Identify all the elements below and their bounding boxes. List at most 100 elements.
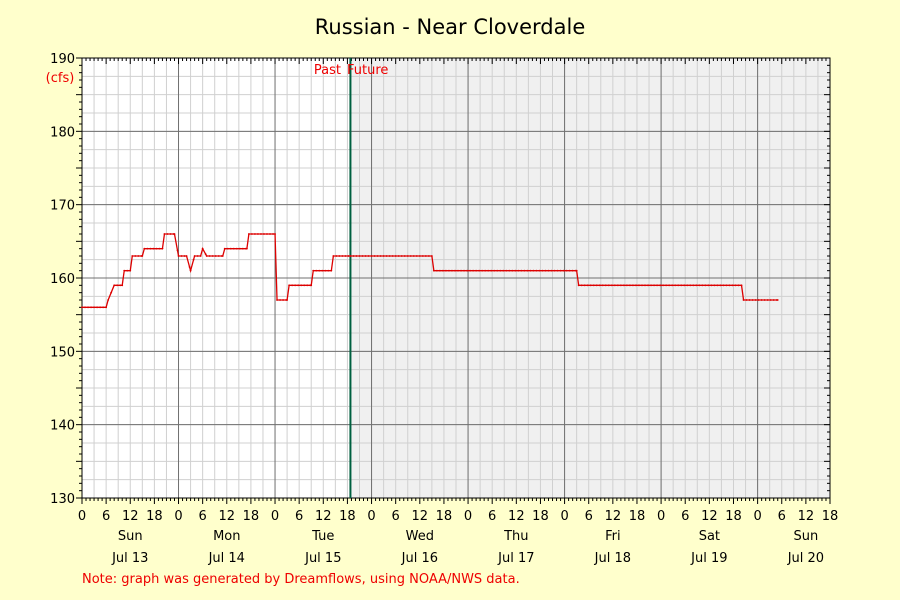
flow-point: [650, 284, 652, 287]
flow-point: [315, 269, 318, 272]
flow-point: [361, 255, 364, 257]
day-weekday-label: Sat: [699, 529, 720, 544]
flow-point: [583, 284, 586, 287]
y-tick-label: 170: [50, 199, 75, 214]
flow-point: [529, 269, 532, 272]
flow-point: [406, 255, 409, 257]
flow-point: [526, 269, 529, 272]
flow-point: [113, 284, 116, 287]
future-label: Future: [347, 63, 388, 78]
flow-point: [710, 284, 713, 287]
flow-point: [318, 269, 321, 272]
x-tick-label: 0: [560, 509, 568, 524]
flow-point: [616, 284, 619, 287]
flow-point: [177, 255, 180, 257]
flow-point: [460, 269, 462, 272]
flow-point: [303, 284, 306, 287]
flow-point: [279, 299, 281, 301]
flow-point: [751, 299, 754, 301]
x-tick-label: 18: [822, 509, 839, 524]
flow-point: [364, 255, 367, 257]
x-tick-label: 6: [392, 509, 400, 524]
x-tick-label: 12: [508, 509, 525, 524]
flow-point: [763, 299, 766, 301]
flow-point: [424, 255, 427, 257]
flow-point: [254, 233, 256, 235]
x-tick-label: 12: [701, 509, 718, 524]
flow-point: [143, 247, 146, 250]
flow-point: [538, 269, 541, 272]
past-label: Past: [314, 63, 341, 78]
flow-point: [196, 255, 199, 257]
flow-point: [388, 255, 391, 257]
flow-point: [338, 255, 341, 257]
flow-point: [87, 306, 89, 309]
flow-point: [707, 284, 710, 287]
flow-point: [394, 255, 397, 257]
flow-point: [403, 255, 406, 257]
x-tick-label: 18: [339, 509, 356, 524]
flow-point: [731, 284, 734, 287]
flow-point: [260, 233, 262, 235]
flow-point: [541, 269, 544, 272]
flow-point: [701, 284, 704, 287]
flow-point: [119, 284, 122, 287]
day-date-label: Jul 15: [304, 551, 341, 566]
x-tick-label: 12: [798, 509, 815, 524]
flow-point: [662, 284, 665, 287]
flow-point: [373, 255, 376, 257]
flow-point: [105, 306, 108, 309]
flow-point: [550, 269, 553, 272]
flow-series-line: [82, 233, 778, 308]
flow-point: [173, 233, 176, 235]
flow-point: [163, 233, 166, 235]
flow-point: [478, 269, 481, 272]
flow-point: [565, 269, 568, 272]
flow-point: [589, 284, 592, 287]
x-tick-label: 12: [122, 509, 139, 524]
flow-point: [288, 284, 291, 287]
flow-point: [310, 284, 313, 287]
flow-point: [692, 284, 695, 287]
flow-point: [469, 269, 471, 272]
flow-point: [367, 255, 370, 257]
flow-point: [713, 284, 716, 287]
day-weekday-label: Tue: [311, 529, 334, 544]
flow-point: [556, 269, 559, 272]
flow-point: [347, 255, 350, 257]
x-tick-label: 0: [657, 509, 665, 524]
flow-point: [382, 255, 385, 257]
flow-point: [490, 269, 493, 272]
flow-point: [535, 269, 538, 272]
x-tick-label: 18: [532, 509, 549, 524]
flow-point: [607, 284, 610, 287]
flow-point: [632, 284, 634, 287]
flow-point: [193, 255, 196, 257]
day-date-label: Jul 16: [401, 551, 438, 566]
flow-point: [740, 284, 743, 287]
flow-point: [580, 284, 583, 287]
flow-point: [463, 269, 465, 272]
flow-point: [205, 255, 208, 257]
x-tick-label: 18: [243, 509, 260, 524]
flow-point: [300, 284, 303, 287]
y-tick-label: 140: [50, 419, 75, 434]
flow-point: [121, 284, 124, 287]
x-tick-label: 6: [295, 509, 303, 524]
y-tick-label: 180: [50, 125, 75, 140]
flow-point: [659, 284, 661, 287]
flow-point: [772, 299, 775, 301]
flow-point: [149, 247, 152, 250]
flow-point: [748, 299, 751, 301]
flow-point: [291, 284, 294, 287]
flow-point: [241, 247, 244, 250]
flow-point: [188, 266, 191, 268]
flow-point: [131, 255, 134, 257]
flow-point: [274, 233, 276, 235]
flow-point: [716, 284, 719, 287]
flow-point: [517, 269, 520, 272]
flow-point: [370, 255, 373, 257]
flow-point: [93, 306, 95, 309]
flow-point: [686, 284, 689, 287]
